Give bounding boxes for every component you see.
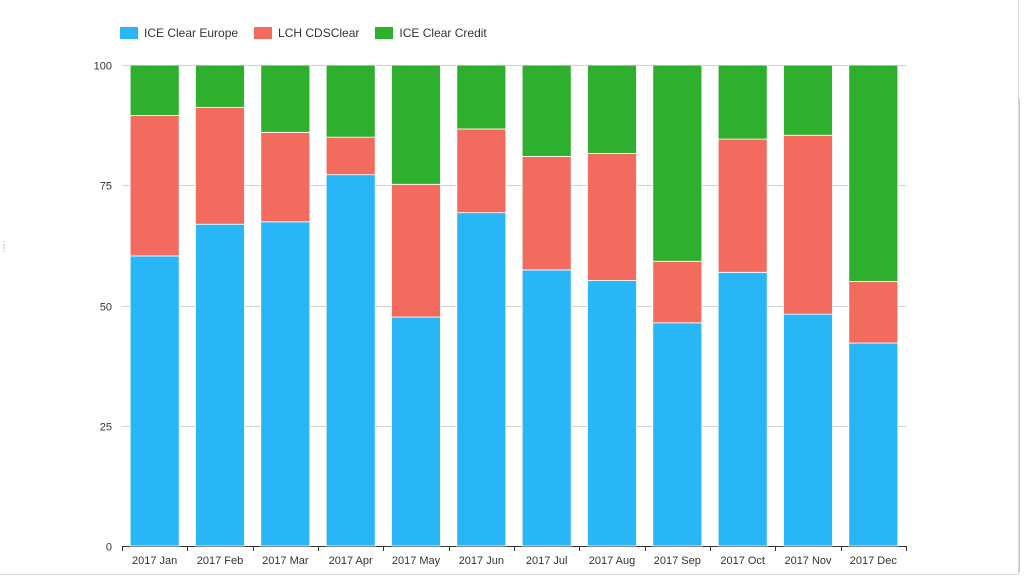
bar-segment[interactable] [456,128,507,214]
legend-swatch [120,27,138,39]
bar-segment[interactable] [717,271,768,547]
y-tick-label: 100 [94,61,112,73]
x-tick-label: 2017 Jan [132,555,177,567]
bar-segment[interactable] [587,64,637,154]
x-tick-label: 2017 Aug [589,555,636,567]
bar-segment[interactable] [260,131,311,223]
bar-segment[interactable] [587,280,637,547]
bar-segment[interactable] [717,64,768,140]
bar-segment[interactable] [848,342,899,547]
x-tick-label: 2017 Jul [526,555,568,567]
bar-segment[interactable] [521,155,572,271]
bar-segment[interactable] [848,281,899,344]
y-tick-label: 75 [100,181,112,193]
legend-label: ICE Clear Europe [144,26,239,40]
bar-segment[interactable] [391,64,441,185]
bar-segment[interactable] [456,64,507,130]
scrollbar[interactable] [1019,98,1024,573]
bar-segment[interactable] [129,64,180,116]
y-tick-label: 25 [100,422,112,434]
x-tick-label: 2017 Nov [784,555,832,567]
bar-segment[interactable] [783,313,833,547]
legend-item-ice-clear-europe[interactable]: ICE Clear Europe [120,24,238,42]
bar-segment[interactable] [260,221,311,547]
bar-segment[interactable] [783,64,833,136]
bar-segment[interactable] [587,153,637,281]
legend-item-lch-cdsclear[interactable]: LCH CDSClear [254,24,359,42]
resize-handle-icon[interactable]: ⋮ ⋮ [0,240,8,253]
bar-segment[interactable] [325,174,376,547]
bar-segment[interactable] [652,64,703,262]
bar-segment[interactable] [391,183,441,318]
bar-segment[interactable] [652,260,703,324]
x-tick-label: 2017 May [392,555,441,567]
bar-segment[interactable] [129,115,180,257]
x-tick-label: 2017 Dec [850,555,898,567]
bar-segment[interactable] [521,269,572,547]
bar-segment[interactable] [195,106,245,225]
legend-swatch [254,27,273,39]
bar-segment[interactable] [325,136,376,176]
bar-segment[interactable] [195,223,245,547]
bar-segment[interactable] [260,64,311,133]
legend-label: LCH CDSClear [278,26,360,40]
y-tick-label: 50 [100,302,112,314]
legend-label: ICE Clear Credit [399,26,487,40]
bar-segment[interactable] [325,64,376,138]
x-tick-label: 2017 Jun [459,555,504,567]
legend-swatch [375,27,394,39]
legend-item-ice-clear-credit[interactable]: ICE Clear Credit [375,24,487,42]
footer-links [0,574,1024,581]
x-tick-label: 2017 Sep [654,555,701,567]
bar-segment[interactable] [195,64,245,108]
bar-segment[interactable] [848,64,899,282]
bar-segment[interactable] [521,64,572,157]
bar-segment[interactable] [391,316,441,547]
legend: ICE Clear Europe LCH CDSClear ICE Clear … [120,24,503,42]
bar-segment[interactable] [456,212,507,547]
x-tick-label: 2017 Apr [329,555,373,567]
x-tick-label: 2017 Mar [262,555,309,567]
x-tick-label: 2017 Oct [720,555,765,567]
bar-segment[interactable] [129,255,180,547]
bar-segment[interactable] [783,134,833,315]
x-tick-label: 2017 Feb [197,555,243,567]
bar-segment[interactable] [717,138,768,273]
y-tick-label: 0 [106,542,112,554]
bar-segment[interactable] [652,322,703,547]
